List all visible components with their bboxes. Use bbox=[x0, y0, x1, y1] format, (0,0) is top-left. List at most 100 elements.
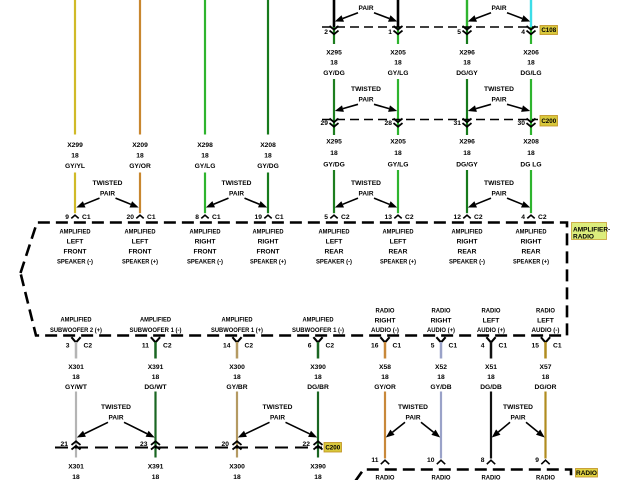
svg-text:C2: C2 bbox=[405, 214, 414, 221]
svg-text:9: 9 bbox=[535, 457, 539, 464]
svg-text:X57: X57 bbox=[540, 364, 552, 371]
svg-text:REAR: REAR bbox=[389, 248, 408, 255]
svg-text:AUDIO (-): AUDIO (-) bbox=[532, 327, 560, 334]
svg-text:REAR: REAR bbox=[325, 248, 344, 255]
svg-text:5: 5 bbox=[431, 342, 435, 349]
svg-text:GY/BR: GY/BR bbox=[226, 384, 247, 391]
svg-text:LEFT: LEFT bbox=[390, 238, 408, 245]
svg-text:22: 22 bbox=[303, 441, 311, 448]
svg-text:X295: X295 bbox=[326, 49, 342, 56]
svg-text:16: 16 bbox=[371, 342, 379, 349]
svg-text:TWISTED: TWISTED bbox=[484, 86, 514, 93]
svg-text:TWISTED: TWISTED bbox=[484, 0, 514, 2]
svg-text:18: 18 bbox=[152, 374, 160, 381]
svg-text:X208: X208 bbox=[260, 142, 276, 149]
svg-text:REAR: REAR bbox=[522, 248, 541, 255]
svg-text:SPEAKER (+): SPEAKER (+) bbox=[122, 258, 158, 265]
svg-text:TWISTED: TWISTED bbox=[93, 180, 123, 187]
svg-text:DG/GY: DG/GY bbox=[456, 70, 478, 77]
svg-text:GY/OR: GY/OR bbox=[374, 384, 396, 391]
svg-text:2: 2 bbox=[324, 29, 328, 36]
svg-text:LEFT: LEFT bbox=[537, 317, 555, 324]
svg-text:C2: C2 bbox=[163, 342, 172, 349]
svg-text:RADIO: RADIO bbox=[432, 474, 451, 480]
svg-text:TWISTED: TWISTED bbox=[101, 404, 131, 411]
svg-text:TWISTED: TWISTED bbox=[351, 0, 381, 2]
svg-text:18: 18 bbox=[330, 150, 338, 157]
svg-text:18: 18 bbox=[330, 59, 338, 66]
svg-text:LEFT: LEFT bbox=[483, 317, 501, 324]
svg-text:LEFT: LEFT bbox=[132, 238, 150, 245]
svg-text:RIGHT: RIGHT bbox=[375, 317, 397, 324]
svg-text:18: 18 bbox=[381, 374, 389, 381]
svg-text:TWISTED: TWISTED bbox=[484, 180, 514, 187]
svg-text:C1: C1 bbox=[449, 342, 458, 349]
svg-text:AMPLIFIED: AMPLIFIED bbox=[61, 316, 92, 323]
svg-text:X300: X300 bbox=[229, 364, 245, 371]
svg-text:11: 11 bbox=[371, 457, 378, 464]
svg-text:SPEAKER (+): SPEAKER (+) bbox=[513, 258, 549, 265]
svg-text:X51: X51 bbox=[485, 364, 497, 371]
svg-text:DG/DB: DG/DB bbox=[480, 384, 502, 391]
svg-text:FRONT: FRONT bbox=[63, 248, 87, 255]
svg-text:C1: C1 bbox=[499, 342, 508, 349]
svg-text:PAIR: PAIR bbox=[406, 415, 421, 422]
svg-text:X301: X301 bbox=[68, 364, 84, 371]
svg-text:SPEAKER (-): SPEAKER (-) bbox=[57, 258, 93, 265]
svg-text:RADIO: RADIO bbox=[536, 474, 555, 480]
svg-text:PAIR: PAIR bbox=[270, 415, 285, 422]
svg-text:AMPLIFIED: AMPLIFIED bbox=[140, 316, 171, 323]
svg-text:21: 21 bbox=[61, 441, 69, 448]
svg-text:PAIR: PAIR bbox=[359, 190, 374, 197]
svg-text:TWISTED: TWISTED bbox=[263, 404, 293, 411]
svg-text:LEFT: LEFT bbox=[67, 238, 85, 245]
svg-text:GY/OR: GY/OR bbox=[129, 163, 151, 170]
svg-text:DG/GY: DG/GY bbox=[456, 161, 478, 168]
svg-text:TWISTED: TWISTED bbox=[222, 180, 252, 187]
svg-text:PAIR: PAIR bbox=[229, 190, 244, 197]
svg-text:12: 12 bbox=[454, 214, 462, 221]
svg-text:C2: C2 bbox=[474, 214, 483, 221]
svg-text:18: 18 bbox=[72, 474, 80, 480]
svg-text:X208: X208 bbox=[523, 138, 539, 145]
svg-text:FRONT: FRONT bbox=[256, 248, 280, 255]
svg-text:SUBWOOFER 2 (+): SUBWOOFER 2 (+) bbox=[50, 327, 102, 334]
svg-text:C108: C108 bbox=[541, 27, 556, 34]
svg-text:AMPLIFIED: AMPLIFIED bbox=[452, 228, 483, 235]
svg-text:20: 20 bbox=[222, 441, 230, 448]
svg-text:AMPLIFIED: AMPLIFIED bbox=[190, 228, 221, 235]
svg-text:FRONT: FRONT bbox=[128, 248, 152, 255]
svg-text:RADIO: RADIO bbox=[482, 307, 501, 314]
svg-text:18: 18 bbox=[264, 152, 272, 159]
svg-text:RADIO: RADIO bbox=[482, 474, 501, 480]
svg-text:C1: C1 bbox=[212, 214, 221, 221]
svg-text:18: 18 bbox=[463, 59, 471, 66]
svg-text:LEFT: LEFT bbox=[326, 238, 344, 245]
svg-text:RADIO: RADIO bbox=[576, 470, 597, 477]
svg-text:23: 23 bbox=[140, 441, 148, 448]
svg-text:4: 4 bbox=[521, 214, 525, 221]
svg-text:GY/DG: GY/DG bbox=[257, 163, 279, 170]
svg-text:SUBWOOFER 1 (+): SUBWOOFER 1 (+) bbox=[211, 327, 263, 334]
svg-text:TWISTED: TWISTED bbox=[398, 404, 428, 411]
svg-text:DG LG: DG LG bbox=[520, 161, 541, 168]
svg-text:X296: X296 bbox=[459, 138, 475, 145]
svg-text:20: 20 bbox=[127, 214, 135, 221]
svg-text:AMPLIFIED: AMPLIFIED bbox=[383, 228, 414, 235]
svg-text:C2: C2 bbox=[84, 342, 93, 349]
svg-text:GY/DG: GY/DG bbox=[323, 161, 345, 168]
svg-text:RIGHT: RIGHT bbox=[195, 238, 217, 245]
svg-text:C1: C1 bbox=[553, 342, 562, 349]
svg-text:DG/BR: DG/BR bbox=[307, 384, 329, 391]
svg-text:RIGHT: RIGHT bbox=[521, 238, 543, 245]
svg-text:RADIO: RADIO bbox=[536, 307, 555, 314]
svg-text:X58: X58 bbox=[379, 364, 391, 371]
svg-text:GY/DB: GY/DB bbox=[430, 384, 451, 391]
svg-text:SPEAKER (-): SPEAKER (-) bbox=[449, 258, 485, 265]
svg-text:18: 18 bbox=[201, 152, 209, 159]
svg-text:PAIR: PAIR bbox=[359, 97, 374, 104]
svg-text:18: 18 bbox=[487, 374, 495, 381]
svg-text:6: 6 bbox=[308, 342, 312, 349]
svg-text:18: 18 bbox=[136, 152, 144, 159]
svg-text:5: 5 bbox=[324, 214, 328, 221]
